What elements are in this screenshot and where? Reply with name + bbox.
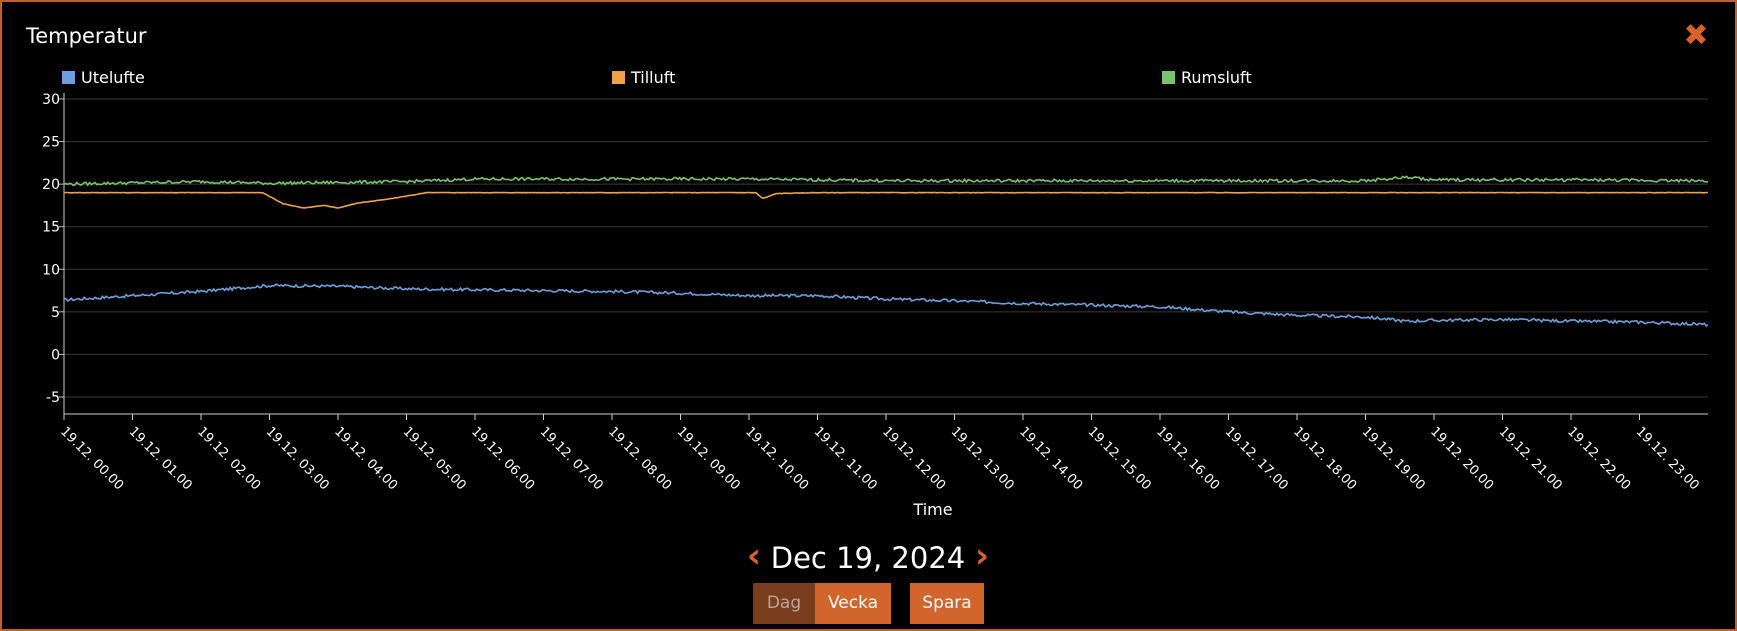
- series-line-utelufte: [63, 283, 1709, 327]
- y-tick-label: 20: [42, 177, 60, 193]
- x-tick-label: 19.12. 21.00: [1496, 424, 1565, 493]
- chevron-left-icon[interactable]: ‹: [746, 536, 761, 576]
- legend-label-utelufte: Utelufte: [81, 68, 145, 87]
- legend-label-tilluft: Tilluft: [630, 68, 675, 87]
- series-line-rumsluft: [63, 175, 1709, 187]
- x-tick-label: 19.12. 06.00: [468, 424, 537, 493]
- x-tick-label: 19.12. 05.00: [400, 424, 469, 493]
- x-tick-label: 19.12. 00.00: [57, 424, 126, 493]
- date-navigator: ‹ Dec 19, 2024 ›: [742, 537, 997, 581]
- x-tick-label: 19.12. 19.00: [1359, 424, 1428, 493]
- legend-swatch-tilluft: [612, 71, 625, 84]
- day-button[interactable]: Dag: [753, 583, 815, 624]
- y-tick-label: 30: [42, 92, 60, 108]
- dialog-title: Temperatur: [26, 24, 147, 48]
- save-button[interactable]: Spara: [910, 583, 984, 624]
- x-tick-label: 19.12. 10.00: [742, 424, 811, 493]
- chevron-right-icon[interactable]: ›: [974, 536, 989, 576]
- x-axis-label: Time: [912, 500, 952, 519]
- x-tick-label: 19.12. 11.00: [811, 424, 880, 493]
- x-tick-label: 19.12. 02.00: [194, 424, 263, 493]
- x-tick-label: 19.12. 09.00: [674, 424, 743, 493]
- x-tick-label: 19.12. 22.00: [1564, 424, 1633, 493]
- x-tick-label: 19.12. 17.00: [1222, 424, 1291, 493]
- y-tick-label: 10: [42, 262, 60, 278]
- legend-label-rumsluft: Rumsluft: [1181, 68, 1252, 87]
- y-tick-label: 15: [42, 220, 60, 236]
- x-tick-label: 19.12. 15.00: [1085, 424, 1154, 493]
- x-tick-label: 19.12. 03.00: [263, 424, 332, 493]
- x-tick-label: 19.12. 07.00: [537, 424, 606, 493]
- legend-swatch-rumsluft: [1162, 71, 1175, 84]
- y-tick-label: 5: [51, 305, 60, 321]
- x-tick-label: 19.12. 01.00: [126, 424, 195, 493]
- y-tick-label: 0: [51, 347, 60, 363]
- x-tick-label: 19.12. 14.00: [1016, 424, 1085, 493]
- x-tick-label: 19.12. 16.00: [1153, 424, 1222, 493]
- legend-swatch-utelufte: [62, 71, 75, 84]
- current-date: Dec 19, 2024: [770, 541, 966, 575]
- week-button[interactable]: Vecka: [815, 583, 891, 624]
- x-tick-label: 19.12. 23.00: [1633, 424, 1702, 493]
- series-line-tilluft: [63, 191, 1709, 209]
- x-tick-label: 19.12. 20.00: [1427, 424, 1496, 493]
- x-tick-label: 19.12. 13.00: [948, 424, 1017, 493]
- x-tick-label: 19.12. 04.00: [331, 424, 400, 493]
- y-tick-label: 25: [42, 135, 60, 151]
- x-tick-label: 19.12. 18.00: [1290, 424, 1359, 493]
- x-tick-label: 19.12. 12.00: [879, 424, 948, 493]
- x-tick-label: 19.12. 08.00: [605, 424, 674, 493]
- close-icon[interactable]: ✖: [1683, 18, 1709, 53]
- y-tick-label: -5: [46, 390, 60, 406]
